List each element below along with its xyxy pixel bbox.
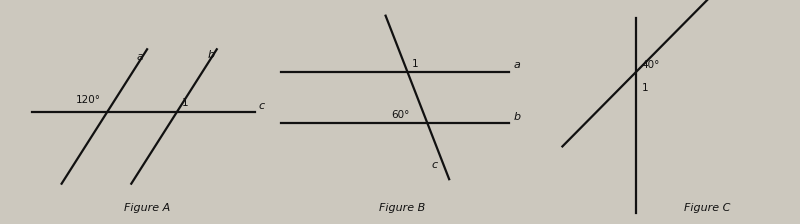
Text: Figure C: Figure C — [685, 202, 730, 213]
Text: b: b — [514, 112, 520, 122]
Text: 120°: 120° — [75, 95, 101, 105]
Text: c: c — [431, 160, 438, 170]
Text: b: b — [207, 50, 214, 60]
Text: Figure B: Figure B — [379, 202, 425, 213]
Text: a: a — [137, 52, 143, 62]
Text: Figure A: Figure A — [124, 202, 170, 213]
Text: 1: 1 — [642, 83, 648, 93]
Text: 1: 1 — [182, 98, 188, 108]
Text: 40°: 40° — [642, 60, 660, 70]
Text: 1: 1 — [412, 59, 419, 69]
Text: 60°: 60° — [391, 110, 410, 120]
Text: a: a — [514, 60, 520, 70]
Text: c: c — [258, 101, 265, 111]
